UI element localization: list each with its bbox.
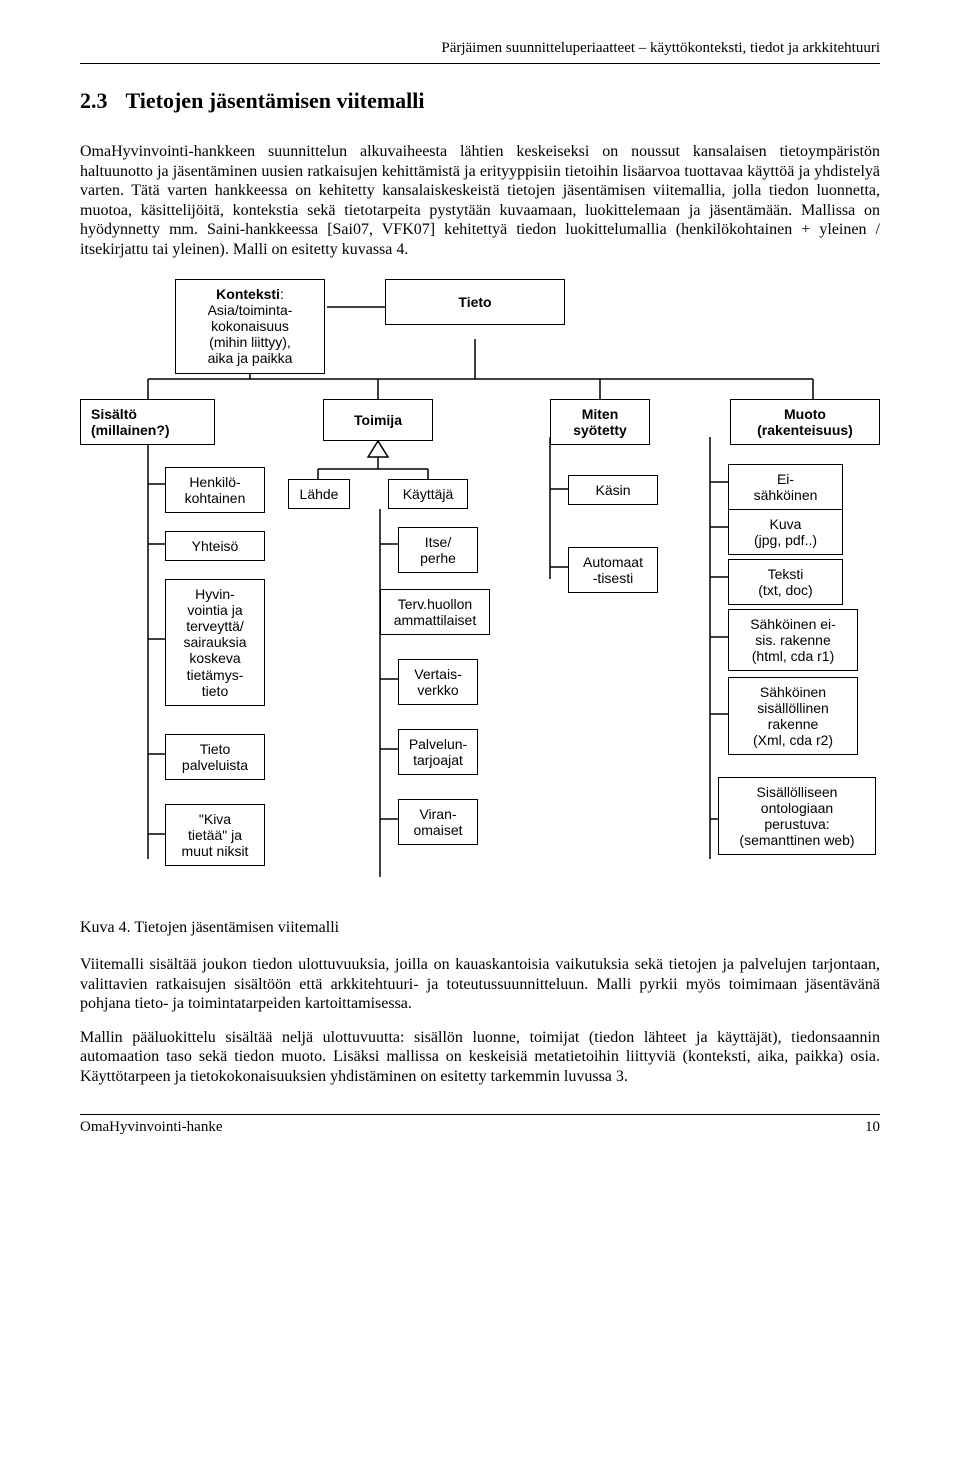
box-vertaisverkko: Vertais-verkko [398, 659, 478, 705]
paragraph-2: Viitemalli sisältää joukon tiedon ulottu… [80, 955, 880, 1014]
header-rule [80, 63, 880, 64]
box-palveluntarjoajat: Palvelun-tarjoajat [398, 729, 478, 775]
footer-left: OmaHyvinvointi-hanke [80, 1119, 222, 1136]
box-konteksti: Konteksti:Asia/toiminta-kokonaisuus(mihi… [175, 279, 325, 373]
box-teksti: Teksti(txt, doc) [728, 559, 843, 605]
box-ei-sahkoinen: Ei-sähköinen [728, 464, 843, 510]
box-ontologia: Sisällölliseenontologiaanperustuva:(sema… [718, 777, 876, 855]
box-viranomaiset: Viran-omaiset [398, 799, 478, 845]
box-itse-perhe: Itse/perhe [398, 527, 478, 573]
box-henkilokohtainen: Henkilö-kohtainen [165, 467, 265, 513]
box-automaattisesti: Automaat-tisesti [568, 547, 658, 593]
box-sahkoinen-ei-rakenne: Sähköinen ei-sis. rakenne(html, cda r1) [728, 609, 858, 671]
diagram-kuva4: Konteksti:Asia/toiminta-kokonaisuus(mihi… [80, 279, 880, 909]
running-header: Pärjäimen suunnitteluperiaatteet – käytt… [80, 40, 880, 57]
box-kayttaja: Käyttäjä [388, 479, 468, 509]
box-sisalto: Sisältö(millainen?) [80, 399, 215, 445]
box-hyvinvointi-tietamys: Hyvin-vointia jaterveyttä/sairauksiakosk… [165, 579, 265, 706]
section-number: 2.3 [80, 88, 108, 113]
box-lahde: Lähde [288, 479, 350, 509]
box-miten: Mitensyötetty [550, 399, 650, 445]
box-kuva: Kuva(jpg, pdf..) [728, 509, 843, 555]
page-footer: OmaHyvinvointi-hanke 10 [80, 1119, 880, 1136]
box-terv-ammattilaiset: Terv.huollonammattilaiset [380, 589, 490, 635]
box-kiva-tietaa: "Kivatietää" jamuut niksit [165, 804, 265, 866]
box-muoto: Muoto(rakenteisuus) [730, 399, 880, 445]
box-tieto-palveluista: Tietopalveluista [165, 734, 265, 780]
section-heading: 2.3 Tietojen jäsentämisen viitemalli [80, 88, 880, 114]
box-kasin: Käsin [568, 475, 658, 505]
box-yhteiso: Yhteisö [165, 531, 265, 561]
section-title-text: Tietojen jäsentämisen viitemalli [126, 88, 425, 113]
box-tieto: Tieto [385, 279, 565, 325]
box-toimija: Toimija [323, 399, 433, 441]
footer-page-number: 10 [865, 1119, 880, 1136]
footer-rule [80, 1114, 880, 1115]
paragraph-1: OmaHyvinvointi-hankkeen suunnittelun alk… [80, 142, 880, 259]
paragraph-3: Mallin pääluokittelu sisältää neljä ulot… [80, 1028, 880, 1087]
figure-caption: Kuva 4. Tietojen jäsentämisen viitemalli [80, 919, 880, 937]
box-sahkoinen-sisallollinen: Sähköinensisällöllinenrakenne(Xml, cda r… [728, 677, 858, 755]
